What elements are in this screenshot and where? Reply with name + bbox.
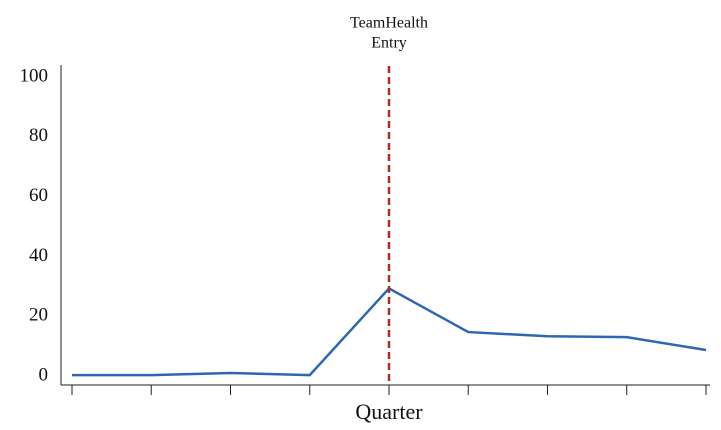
y-tick-label: 100 — [20, 65, 49, 86]
event-label: TeamHealth — [350, 15, 428, 32]
event-label: Entry — [371, 35, 407, 52]
y-tick-label: 40 — [29, 245, 48, 266]
y-tick-label: 20 — [29, 305, 48, 326]
x-axis-label: Quarter — [355, 399, 423, 424]
y-tick-label: 80 — [29, 125, 48, 146]
y-tick-label: 0 — [39, 364, 49, 385]
y-tick-label: 60 — [29, 185, 48, 206]
